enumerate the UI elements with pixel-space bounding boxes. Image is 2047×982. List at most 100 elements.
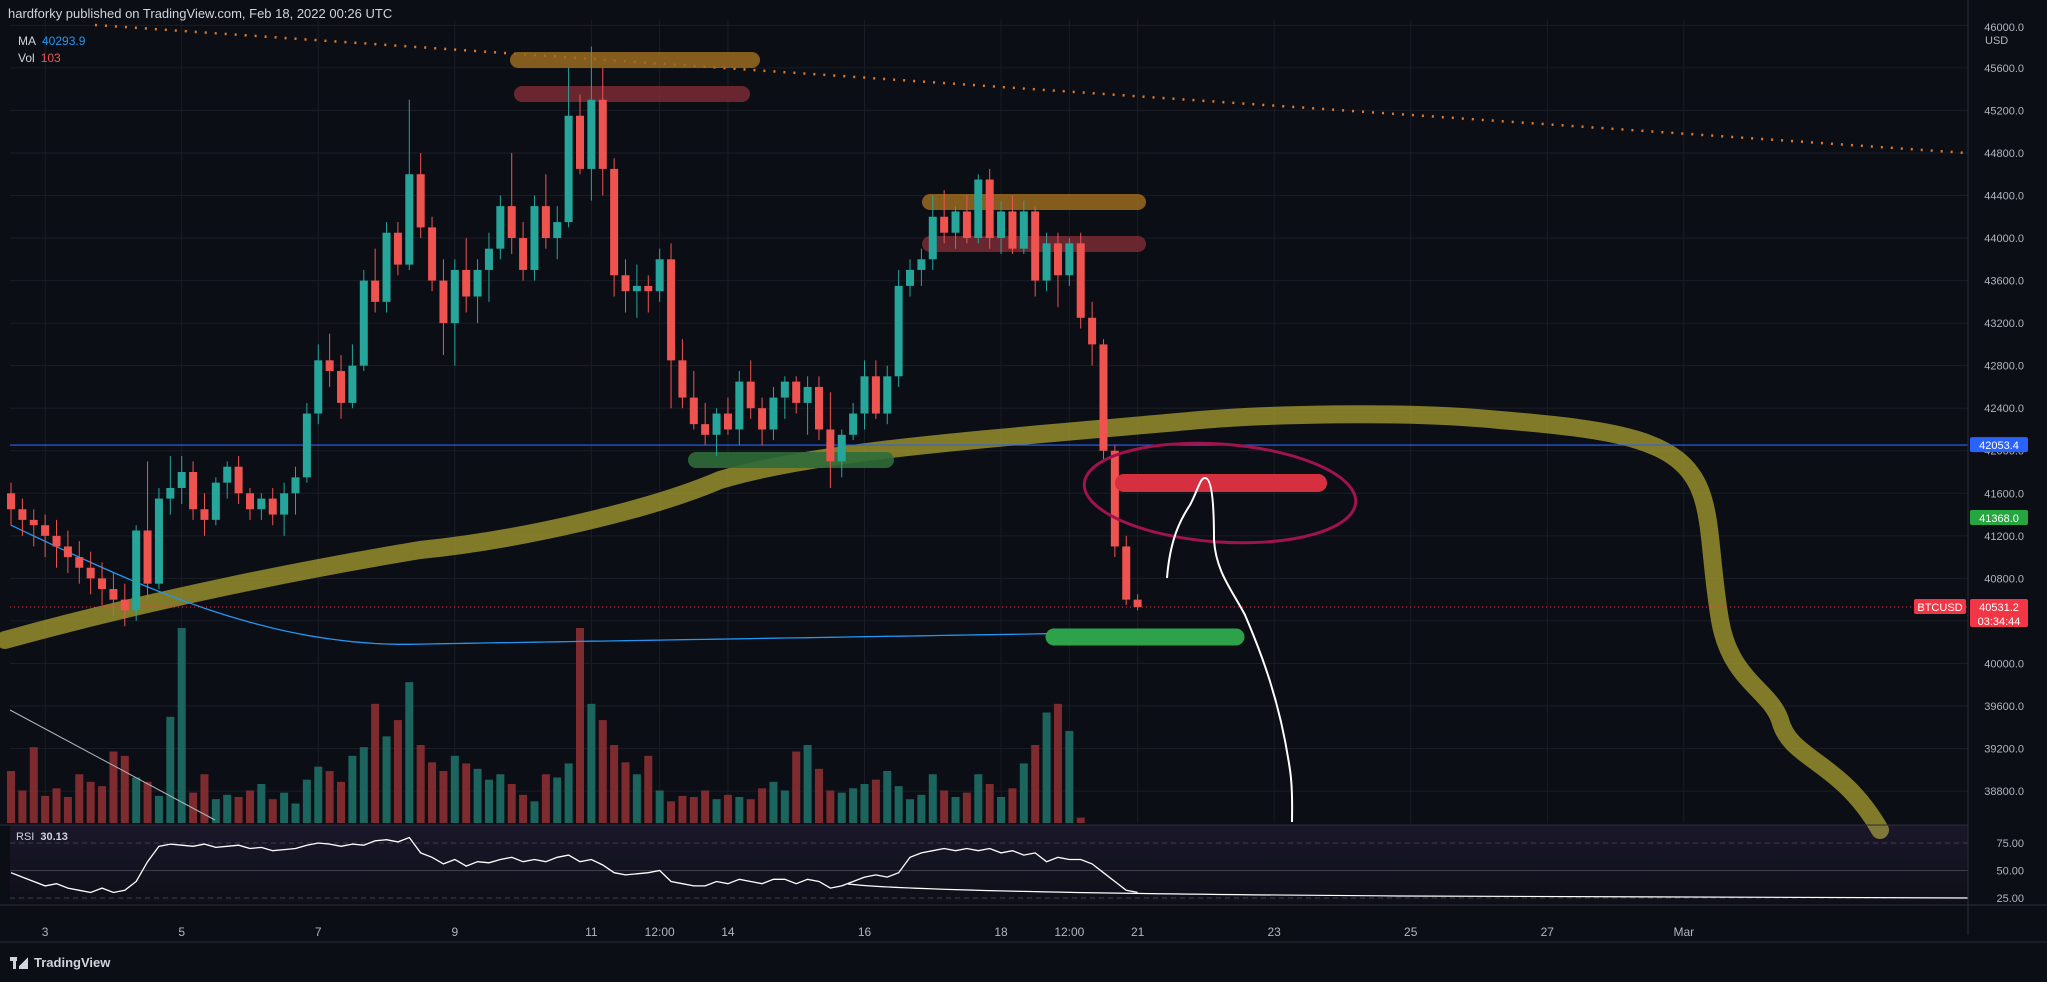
candle-body[interactable] [951,211,960,233]
candle-body[interactable] [735,381,744,430]
candle-body[interactable] [519,238,528,270]
candle-body[interactable] [598,99,607,169]
candle-body[interactable] [496,206,505,249]
candle-body[interactable] [439,280,448,324]
candle-body[interactable] [1099,344,1108,451]
candle-body[interactable] [393,232,402,265]
candle-body[interactable] [359,280,368,366]
candle-body[interactable] [245,493,254,510]
candle-body[interactable] [29,519,38,526]
price-tag-label[interactable]: 41368.0 [1979,513,2019,525]
candle-body[interactable] [894,285,903,377]
candle-body[interactable] [280,493,289,515]
candle-body[interactable] [348,365,357,403]
candle-body[interactable] [689,397,698,425]
candle-body[interactable] [382,232,391,302]
candle-body[interactable] [860,376,869,414]
candle-body[interactable] [314,360,323,414]
price-tag-label[interactable]: 40531.2 [1979,602,2019,614]
price-axis[interactable]: 45600.0 45200.0 44800.0 44400.0 44000.0 43600… [1914,0,2047,982]
candle-body[interactable] [564,115,573,223]
candle-body[interactable] [98,578,107,590]
candle-body[interactable] [928,216,937,260]
candle-body[interactable] [325,360,334,371]
white-projection-path[interactable] [1166,476,1294,823]
candle-body[interactable] [712,413,721,435]
candle-body[interactable] [405,174,414,265]
candle-body[interactable] [63,546,72,558]
candle-body[interactable] [701,424,710,435]
candle-body[interactable] [234,466,243,494]
candle-body[interactable] [883,376,892,414]
candle-body[interactable] [803,386,812,403]
candle-body[interactable] [814,386,823,430]
candle-body[interactable] [473,269,482,297]
candle-body[interactable] [428,227,437,281]
candle-body[interactable] [758,408,767,430]
candle-body[interactable] [1031,211,1040,281]
candle-body[interactable] [177,472,186,488]
candle-body[interactable] [917,259,926,270]
candle-body[interactable] [871,376,880,414]
candle-body[interactable] [52,535,61,547]
diagonal-trendline[interactable] [9,709,216,821]
ma-line[interactable] [10,524,1138,645]
candle-body[interactable] [1122,546,1131,600]
candle-body[interactable] [200,509,209,520]
candle-body[interactable] [974,179,983,239]
candle-body[interactable] [109,589,118,600]
magenta-circle-annotation[interactable] [1081,435,1359,552]
candle-body[interactable] [1019,211,1028,249]
candle-body[interactable] [1008,211,1017,249]
candle-body[interactable] [826,429,835,462]
candle-body[interactable] [1042,243,1051,281]
candle-body[interactable] [632,285,641,292]
candle-body[interactable] [576,115,584,169]
time-axis[interactable]: 3 5 7 9 11 12:00 14 16 18 12:00 21 23 25 27 Mar [0,904,2047,943]
candle-body[interactable] [1076,243,1085,318]
candle-body[interactable] [644,285,653,292]
candle-body[interactable] [655,259,664,292]
candle-body[interactable] [610,168,619,276]
ma-legend[interactable]: MA 40293.9 [18,34,85,48]
candle-body[interactable] [587,99,596,169]
candle-body[interactable] [302,413,311,478]
candle-body[interactable] [1088,317,1097,345]
candle-body[interactable] [41,525,50,536]
candle-body[interactable] [906,269,915,286]
currency-label[interactable]: USD [1985,35,2009,47]
candle-body[interactable] [143,530,152,584]
candle-body[interactable] [553,222,562,239]
candle-body[interactable] [940,216,949,233]
candle-body[interactable] [120,599,129,611]
candle-body[interactable] [416,174,425,228]
candle-body[interactable] [678,360,687,398]
symbol-tag-label[interactable]: BTCUSD [1917,602,1962,614]
candle-body[interactable] [1110,450,1119,547]
candle-body[interactable] [257,498,266,510]
candle-body[interactable] [997,211,1006,239]
candle-body[interactable] [291,477,300,494]
candle-body[interactable] [337,370,346,403]
candle-body[interactable] [746,381,755,409]
candle-body[interactable] [268,498,277,515]
candle-body[interactable] [985,179,994,239]
candle-body[interactable] [75,557,84,568]
candle-body[interactable] [18,509,27,520]
candle-body[interactable] [769,397,778,430]
candle-body[interactable] [667,259,676,361]
candle-body[interactable] [792,381,801,403]
candle-body[interactable] [86,567,95,579]
rsi-legend[interactable]: RSI 30.13 [16,831,68,843]
candle-body[interactable] [189,472,198,510]
candle-body[interactable] [462,269,471,297]
vol-legend[interactable]: Vol 103 [18,51,61,65]
candle-body[interactable] [166,487,175,499]
candle-body[interactable] [154,498,163,584]
price-tag-label[interactable]: 42053.4 [1979,440,2019,452]
candle-body[interactable] [849,413,858,435]
candle-body[interactable] [1053,243,1062,276]
olive-trend-curve[interactable] [0,405,1889,839]
tradingview-logo[interactable]: TradingView [10,955,110,970]
